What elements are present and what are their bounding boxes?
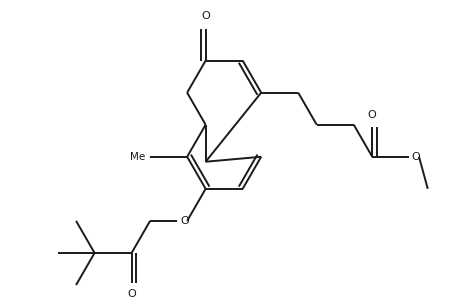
Text: Me: Me bbox=[130, 152, 145, 162]
Text: O: O bbox=[367, 110, 376, 120]
Text: O: O bbox=[201, 11, 210, 21]
Text: O: O bbox=[127, 290, 136, 299]
Text: O: O bbox=[180, 216, 189, 226]
Text: O: O bbox=[410, 152, 419, 162]
